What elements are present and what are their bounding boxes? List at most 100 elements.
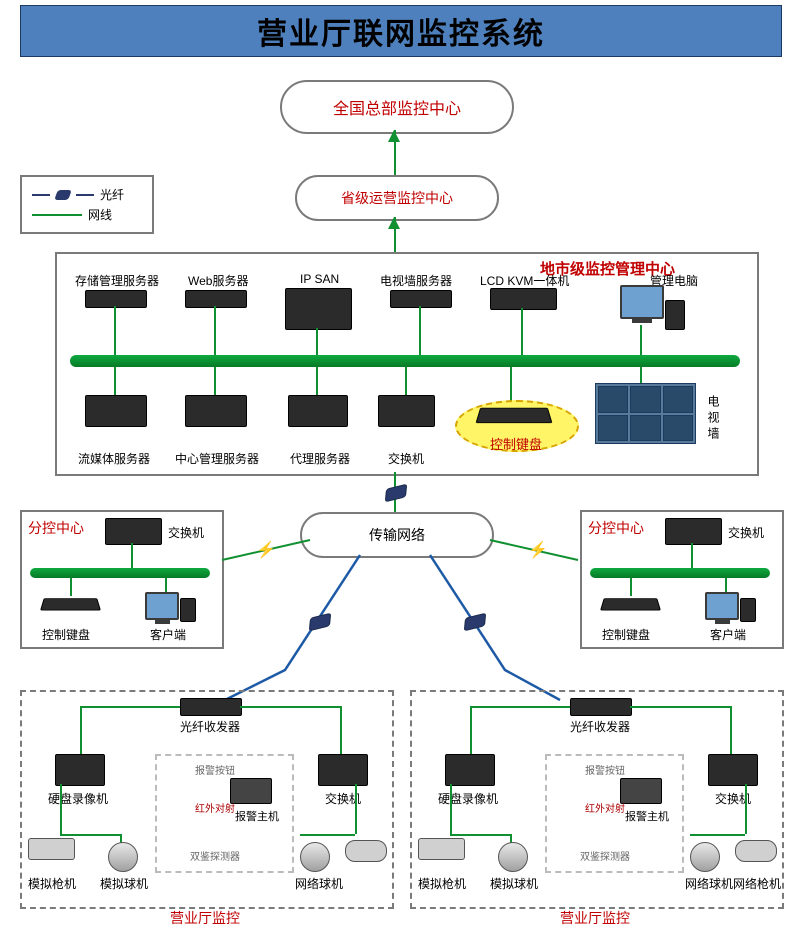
device-tvwall bbox=[595, 383, 696, 444]
hallR-net-gun-label: 网络枪机 bbox=[733, 875, 781, 892]
device-proxy bbox=[288, 395, 348, 427]
hallR-dual: 双鉴探测器 bbox=[580, 848, 630, 863]
cloud-province-label: 省级运营监控中心 bbox=[341, 188, 453, 208]
legend-fiber-label: 光纤 bbox=[100, 186, 124, 203]
label-tvwall-srv: 电视墙服务器 bbox=[380, 272, 452, 289]
label-switch: 交换机 bbox=[388, 450, 424, 467]
device-ipsan bbox=[285, 288, 352, 330]
hallR-alarm-btn: 报警按钮 bbox=[585, 762, 625, 777]
hallL-dvr bbox=[55, 754, 105, 786]
hallR-alarm-host: 报警主机 bbox=[625, 808, 669, 824]
hallR-dvr bbox=[445, 754, 495, 786]
subL-switch bbox=[105, 518, 162, 545]
subL-client-monitor bbox=[145, 592, 179, 620]
subR-switch-label: 交换机 bbox=[728, 524, 764, 541]
device-tvwall-srv bbox=[390, 290, 452, 308]
hallR-analog-gun-label: 模拟枪机 bbox=[418, 875, 466, 892]
hallR-switch bbox=[708, 754, 758, 786]
subR-bus bbox=[590, 568, 770, 578]
device-web bbox=[185, 290, 247, 308]
fiber-node-icon bbox=[309, 613, 332, 632]
hallL-net-dome2 bbox=[345, 840, 387, 862]
subL-kbd bbox=[40, 598, 101, 610]
network-bus bbox=[70, 355, 740, 367]
hallL-dvr-label: 硬盘录像机 bbox=[48, 790, 108, 807]
cloud-hq: 全国总部监控中心 bbox=[280, 80, 514, 134]
label-lcdkvm: LCD KVM一体机 bbox=[480, 272, 569, 289]
sub-center-left-title: 分控中心 bbox=[28, 518, 84, 538]
cloud-transport-label: 传输网络 bbox=[369, 525, 425, 545]
hallL-analog-dome-label: 模拟球机 bbox=[100, 875, 148, 892]
hallR-analog-dome-label: 模拟球机 bbox=[490, 875, 538, 892]
hallL-switch bbox=[318, 754, 368, 786]
hallL-fibertrx bbox=[180, 698, 242, 716]
page-title: 营业厅联网监控系统 bbox=[257, 9, 545, 53]
device-center-mgmt bbox=[185, 395, 247, 427]
label-tvwall: 电视墙 bbox=[705, 395, 722, 443]
label-stream: 流媒体服务器 bbox=[78, 450, 150, 467]
hallL-net-dome bbox=[300, 842, 330, 872]
hallR-ir: 红外对射 bbox=[585, 800, 625, 815]
hallL-alarm-host: 报警主机 bbox=[235, 808, 279, 824]
hallL-alarm-host-device bbox=[230, 778, 272, 804]
subL-client-tower bbox=[180, 598, 196, 622]
hallR-net-dome-label: 网络球机 bbox=[685, 875, 733, 892]
device-mgmt-pc-tower bbox=[665, 300, 685, 330]
lightning-icon: ⚡ bbox=[528, 540, 548, 560]
device-switch bbox=[378, 395, 435, 427]
label-storage: 存储管理服务器 bbox=[75, 272, 159, 289]
legend-fiber: 光纤 bbox=[32, 186, 142, 203]
label-ctrl-kbd: 控制键盘 bbox=[490, 434, 542, 453]
hallR-analog-dome bbox=[498, 842, 528, 872]
hallL-ir: 红外对射 bbox=[195, 800, 235, 815]
subR-client-label: 客户端 bbox=[710, 626, 746, 643]
label-web: Web服务器 bbox=[188, 272, 248, 289]
label-ipsan: IP SAN bbox=[300, 272, 339, 286]
subR-client-tower bbox=[740, 598, 756, 622]
legend-wire: 网线 bbox=[32, 206, 142, 223]
hallR-fibertrx bbox=[570, 698, 632, 716]
diagram-root: 营业厅联网监控系统 光纤 网线 全国总部监控中心 省级运营监控中心 地市级监控管… bbox=[0, 0, 800, 938]
cloud-transport: 传输网络 bbox=[300, 512, 494, 558]
subL-kbd-label: 控制键盘 bbox=[42, 626, 90, 643]
fiber-node-icon bbox=[464, 613, 487, 632]
hallL-fibertrx-label: 光纤收发器 bbox=[180, 718, 240, 735]
title-bar: 营业厅联网监控系统 bbox=[20, 5, 782, 57]
legend: 光纤 网线 bbox=[20, 175, 154, 234]
arrow-up-icon bbox=[388, 130, 400, 142]
label-center-mgmt: 中心管理服务器 bbox=[175, 450, 259, 467]
device-storage bbox=[85, 290, 147, 308]
fiber-node-icon bbox=[385, 484, 408, 503]
sub-center-right-title: 分控中心 bbox=[588, 518, 644, 538]
lightning-icon: ⚡ bbox=[256, 540, 276, 560]
hallL-dual: 双鉴探测器 bbox=[190, 848, 240, 863]
hallR-net-dome bbox=[690, 842, 720, 872]
subL-bus bbox=[30, 568, 210, 578]
hallR-net-gun bbox=[735, 840, 777, 862]
hallL-analog-gun bbox=[28, 838, 75, 860]
subR-client-monitor bbox=[705, 592, 739, 620]
subR-switch bbox=[665, 518, 722, 545]
hallL-analog-dome bbox=[108, 842, 138, 872]
hallR-title: 营业厅监控 bbox=[560, 908, 630, 928]
cloud-hq-label: 全国总部监控中心 bbox=[333, 95, 461, 119]
subR-kbd-label: 控制键盘 bbox=[602, 626, 650, 643]
label-proxy: 代理服务器 bbox=[290, 450, 350, 467]
device-mgmt-pc-monitor bbox=[620, 285, 664, 319]
hallR-fibertrx-label: 光纤收发器 bbox=[570, 718, 630, 735]
cloud-province: 省级运营监控中心 bbox=[295, 175, 499, 221]
hallL-analog-gun-label: 模拟枪机 bbox=[28, 875, 76, 892]
device-lcdkvm bbox=[490, 288, 557, 310]
device-stream bbox=[85, 395, 147, 427]
device-control-keyboard bbox=[476, 408, 553, 423]
hallR-analog-gun bbox=[418, 838, 465, 860]
hallR-dvr-label: 硬盘录像机 bbox=[438, 790, 498, 807]
subL-client-label: 客户端 bbox=[150, 626, 186, 643]
hallL-title: 营业厅监控 bbox=[170, 908, 240, 928]
arrow-up-icon bbox=[388, 217, 400, 229]
subR-kbd bbox=[600, 598, 661, 610]
legend-wire-label: 网线 bbox=[88, 206, 112, 223]
subL-switch-label: 交换机 bbox=[168, 524, 204, 541]
hallR-alarm-host-device bbox=[620, 778, 662, 804]
hallL-net-dome-label: 网络球机 bbox=[295, 875, 343, 892]
